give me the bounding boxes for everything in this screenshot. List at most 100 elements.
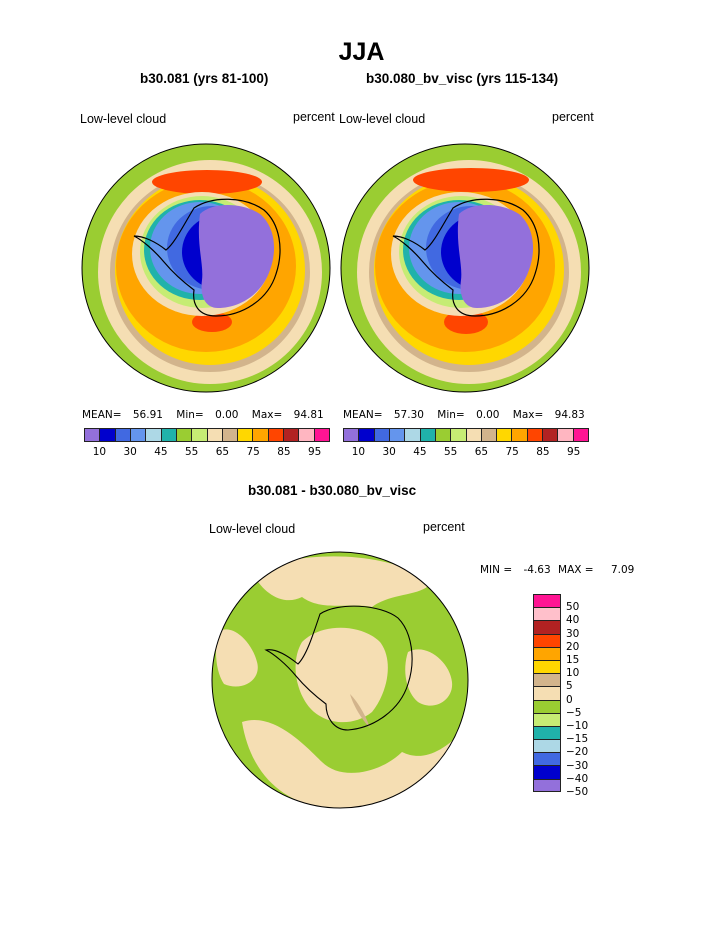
diff-title: b30.081 - b30.080_bv_visc	[248, 483, 417, 498]
diff-min-label: MIN =	[480, 564, 513, 576]
colorbar-tick-label: −10	[566, 720, 589, 732]
diff-positive-region-east	[405, 649, 453, 706]
panel2-map-border	[340, 143, 590, 393]
panel1-variable-label: Low-level cloud	[80, 112, 167, 126]
colorbar-swatch	[129, 428, 146, 442]
panel1-units-label: percent	[293, 110, 335, 124]
colorbar-swatch	[533, 620, 561, 634]
diff-colorbar-ticks: 50 40 30 20 15 10 5 0 −5 −10 −15 −20 −30 −40 −50	[566, 594, 626, 798]
colorbar-swatch	[388, 428, 405, 442]
colorbar-swatch	[496, 428, 512, 442]
panel2-coastline	[392, 198, 540, 317]
colorbar-swatch	[206, 428, 222, 442]
colorbar-swatch	[542, 428, 558, 442]
colorbar-swatch	[533, 594, 561, 608]
colorbar-tick-label: 85	[277, 446, 291, 458]
colorbar-swatch	[533, 699, 561, 713]
colorbar-tick-label: 30	[123, 446, 137, 458]
panel2-colorbar	[343, 428, 589, 442]
diff-min-value: -4.63	[523, 564, 551, 576]
colorbar-tick-label: 20	[566, 640, 580, 653]
colorbar-swatch	[533, 712, 561, 726]
colorbar-tick-label: 30	[382, 446, 396, 458]
diff-positive-region-west	[216, 629, 258, 687]
colorbar-swatch	[358, 428, 374, 442]
panel2-variable-label: Low-level cloud	[339, 112, 426, 126]
colorbar-tick-label: 75	[246, 446, 260, 458]
colorbar-tick-label: −20	[566, 746, 589, 759]
panel2-max-value: 94.83	[554, 409, 585, 421]
colorbar-tick-label: 40	[566, 614, 580, 627]
colorbar-swatch	[533, 646, 561, 660]
colorbar-swatch	[533, 778, 561, 792]
panel2-band-85	[413, 168, 529, 192]
colorbar-swatch	[99, 428, 115, 442]
colorbar-tick-label: 5	[566, 680, 573, 693]
colorbar-swatch	[533, 752, 561, 766]
colorbar-tick-label: 75	[505, 446, 519, 458]
panel2-min-value: 0.00	[476, 409, 500, 421]
colorbar-tick-label: 10	[351, 446, 366, 458]
colorbar-tick-label: 15	[566, 654, 580, 666]
colorbar-swatch	[419, 428, 435, 442]
colorbar-swatch	[533, 607, 561, 621]
diff-colorbar	[533, 594, 561, 792]
colorbar-tick-label: −5	[566, 706, 582, 719]
colorbar-tick-label: −50	[566, 786, 589, 798]
panel2-colorbar-ticks: 10 30 45 55 65 75 85 95	[343, 446, 589, 460]
diff-map-border	[211, 551, 469, 809]
panel1-colorbar-ticks: 10 30 45 55 65 75 85 95	[84, 446, 330, 460]
colorbar-tick-label: −15	[566, 733, 589, 746]
panel1-band-85	[152, 170, 262, 194]
colorbar-swatch	[533, 659, 561, 674]
colorbar-tick-label: 45	[154, 446, 168, 458]
colorbar-tick-label: 50	[566, 601, 580, 614]
panel2-title: b30.080_bv_visc (yrs 115-134)	[366, 71, 559, 86]
diff-max-value: 7.09	[610, 564, 635, 576]
diff-max-label: MAX =	[558, 564, 594, 576]
colorbar-tick-label: 95	[566, 446, 581, 458]
colorbar-tick-label: 30	[566, 627, 580, 640]
colorbar-swatch	[533, 673, 561, 687]
panel1-stats: MEAN= 56.91 Min= 0.00 Max= 94.81	[82, 409, 324, 421]
page-title: JJA	[338, 38, 385, 66]
colorbar-swatch	[533, 686, 561, 700]
diff-positive-region-south	[242, 720, 462, 808]
panel1-band-85b	[192, 312, 232, 332]
colorbar-tick-label: −30	[566, 759, 589, 772]
panel1-colorbar	[84, 428, 330, 442]
panel1-min-label: Min=	[176, 409, 204, 421]
colorbar-swatch	[533, 633, 561, 647]
colorbar-swatch	[191, 428, 207, 442]
colorbar-swatch	[343, 428, 359, 442]
colorbar-tick-label: 55	[443, 446, 458, 458]
colorbar-swatch	[480, 428, 497, 442]
panel1-max-value: 94.81	[293, 409, 324, 421]
colorbar-swatch	[313, 428, 330, 442]
colorbar-swatch	[533, 739, 561, 753]
panel1-mean-value: 56.91	[132, 409, 163, 421]
colorbar-tick-label: −40	[566, 772, 589, 785]
colorbar-tick-label: 45	[413, 446, 427, 458]
colorbar-swatch	[572, 428, 589, 442]
diff-band-5	[350, 694, 370, 728]
panel1-min-value: 0.00	[215, 409, 239, 421]
colorbar-swatch	[557, 428, 573, 442]
panel1-coastline	[133, 198, 281, 317]
panel1-max-label: Max=	[251, 409, 283, 421]
panel1-polar-map	[81, 143, 331, 393]
colorbar-swatch	[373, 428, 389, 442]
colorbar-swatch	[175, 428, 192, 442]
colorbar-swatch	[434, 428, 451, 442]
colorbar-tick-label: 85	[536, 446, 550, 458]
panel2-max-label: Max=	[512, 409, 544, 421]
diff-variable-label: Low-level cloud	[209, 522, 296, 536]
colorbar-swatch	[252, 428, 268, 442]
colorbar-tick-label: 55	[184, 446, 199, 458]
colorbar-swatch	[404, 428, 420, 442]
colorbar-swatch	[511, 428, 527, 442]
colorbar-tick-label: 65	[474, 446, 489, 458]
diff-units-label: percent	[423, 520, 465, 534]
colorbar-swatch	[533, 765, 561, 779]
panel1-antarctica-interior	[198, 205, 275, 308]
